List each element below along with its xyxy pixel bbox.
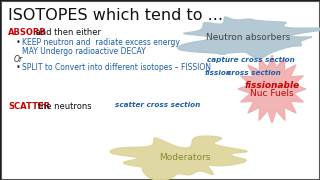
- Text: KEEP neutron and  radiate excess energy: KEEP neutron and radiate excess energy: [22, 38, 180, 47]
- Text: ABSORB: ABSORB: [8, 28, 47, 37]
- Text: capture cross section: capture cross section: [207, 57, 295, 63]
- Text: fissionable: fissionable: [244, 80, 300, 89]
- Text: Nuc Fuels: Nuc Fuels: [250, 89, 294, 98]
- Text: cross section: cross section: [222, 70, 281, 76]
- Polygon shape: [178, 17, 320, 59]
- Text: fission: fission: [205, 70, 232, 76]
- Text: SPLIT to Convert into different isotopes – FISSION: SPLIT to Convert into different isotopes…: [22, 63, 211, 72]
- Text: the neutrons: the neutrons: [35, 102, 92, 111]
- Text: scatter cross section: scatter cross section: [115, 102, 200, 108]
- Text: •: •: [16, 63, 21, 72]
- Polygon shape: [238, 55, 306, 123]
- Text: SCATTER: SCATTER: [8, 102, 50, 111]
- Text: •: •: [16, 38, 21, 47]
- Text: Moderators: Moderators: [159, 154, 211, 163]
- Text: ISOTOPES which tend to ...: ISOTOPES which tend to ...: [8, 8, 223, 23]
- Text: Neutron absorbers: Neutron absorbers: [206, 33, 290, 42]
- Polygon shape: [110, 136, 247, 180]
- Text: MAY Undergo radioactive DECAY: MAY Undergo radioactive DECAY: [22, 47, 146, 56]
- Text: and then either: and then either: [33, 28, 101, 37]
- Text: Or: Or: [14, 55, 23, 64]
